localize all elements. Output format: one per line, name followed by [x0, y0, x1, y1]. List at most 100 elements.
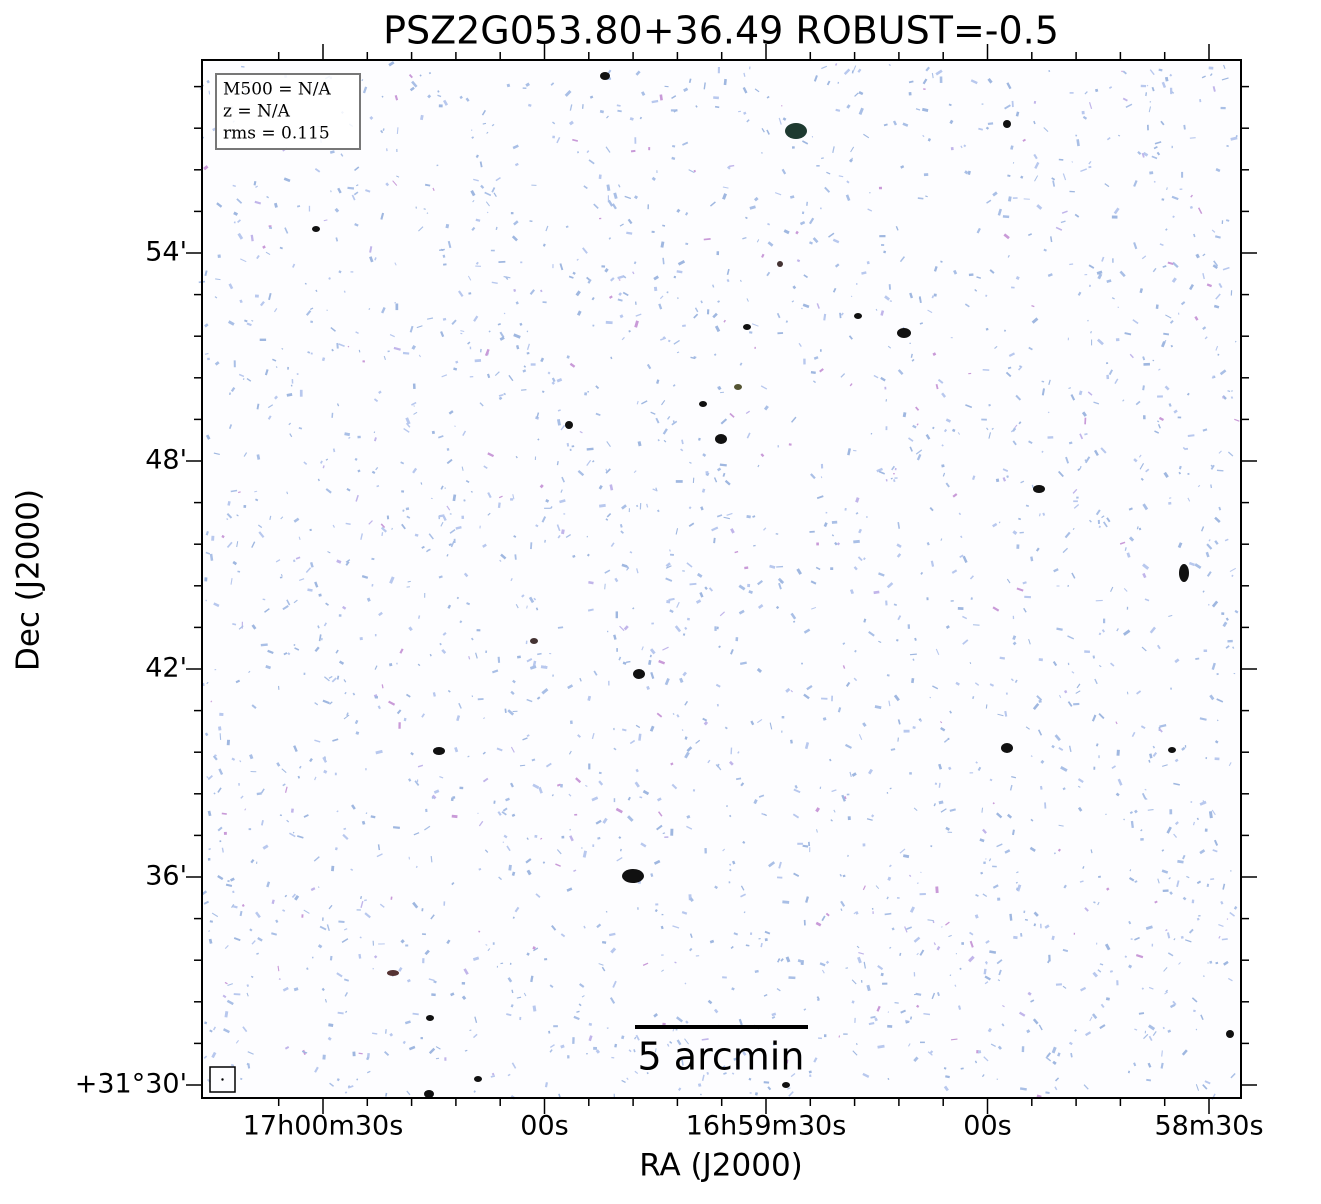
speckle: [523, 992, 527, 997]
speckle: [542, 301, 547, 304]
speckle: [401, 490, 405, 493]
speckle: [897, 737, 899, 742]
speckle: [545, 762, 552, 768]
speckle: [444, 1057, 447, 1061]
speckle: [621, 728, 627, 732]
speckle: [511, 813, 516, 818]
speckle: [1189, 205, 1193, 209]
speckle: [920, 1041, 925, 1044]
speckle: [1202, 428, 1208, 432]
speckle: [862, 885, 866, 891]
speckle: [1171, 145, 1173, 149]
speckle: [1149, 69, 1155, 76]
speckle: [539, 484, 544, 489]
speckle: [945, 1075, 950, 1079]
speckle: [805, 896, 809, 903]
speckle: [470, 490, 473, 493]
speckle: [699, 592, 704, 598]
speckle: [740, 893, 746, 898]
speckle: [1004, 710, 1008, 717]
speckle: [1073, 932, 1076, 935]
speckle: [537, 438, 540, 441]
speckle: [812, 237, 819, 244]
speckle: [1165, 314, 1172, 319]
speckle: [976, 276, 982, 279]
speckle: [411, 401, 417, 406]
speckle: [421, 545, 425, 549]
speckle: [808, 1070, 812, 1074]
speckle: [512, 916, 515, 919]
speckle: [1115, 721, 1118, 725]
speckle: [378, 611, 383, 617]
speckle: [1006, 475, 1009, 478]
speckle: [557, 534, 561, 539]
speckle: [1036, 695, 1043, 701]
speckle: [641, 400, 648, 405]
speckle: [610, 277, 615, 282]
speckle: [1119, 541, 1126, 545]
speckle: [389, 334, 395, 338]
speckle: [821, 697, 828, 700]
speckle: [682, 324, 686, 327]
speckle: [278, 685, 280, 690]
speckle: [808, 841, 811, 847]
speckle: [816, 303, 820, 309]
speckle: [255, 185, 258, 188]
speckle: [958, 512, 962, 516]
speckle: [508, 374, 514, 382]
speckle: [676, 601, 680, 608]
speckle: [878, 186, 882, 190]
speckle: [1057, 1052, 1061, 1057]
speckle: [1012, 530, 1018, 535]
speckle: [661, 954, 664, 956]
speckle: [838, 1035, 841, 1038]
speckle: [1169, 87, 1173, 95]
speckle: [808, 217, 815, 225]
speckle: [1093, 901, 1096, 904]
speckle: [309, 758, 313, 763]
speckle: [845, 681, 851, 687]
speckle: [266, 881, 271, 888]
speckle: [1200, 526, 1205, 532]
speckle: [648, 659, 652, 666]
speckle: [256, 454, 261, 460]
speckle: [922, 78, 928, 85]
speckle: [1003, 233, 1010, 240]
speckle: [1096, 338, 1104, 346]
speckle: [886, 896, 889, 900]
speckle: [535, 524, 539, 528]
speckle: [430, 914, 435, 920]
speckle: [507, 709, 515, 716]
speckle: [240, 258, 247, 263]
speckle: [670, 109, 678, 112]
speckle: [969, 772, 974, 774]
speckle: [679, 677, 684, 683]
speckle: [675, 528, 679, 535]
speckle: [672, 713, 675, 715]
speckle: [541, 390, 545, 393]
speckle: [896, 896, 900, 899]
speckle: [446, 448, 450, 451]
speckle: [1026, 1029, 1031, 1034]
speckle: [740, 661, 747, 665]
speckle: [791, 146, 795, 149]
speckle: [714, 325, 721, 333]
speckle: [487, 948, 491, 952]
speckle: [871, 907, 874, 910]
speckle: [763, 1081, 770, 1084]
speckle: [1218, 923, 1224, 927]
speckle: [1215, 293, 1221, 300]
speckle: [403, 717, 407, 722]
speckle: [547, 371, 551, 375]
speckle: [299, 578, 305, 581]
speckle: [911, 358, 915, 362]
speckle: [453, 367, 458, 371]
speckle: [838, 175, 844, 178]
speckle: [592, 844, 595, 847]
speckle: [672, 384, 676, 387]
speckle: [885, 399, 887, 402]
speckle: [371, 557, 375, 561]
speckle: [606, 512, 612, 518]
speckle: [918, 296, 922, 304]
speckle: [1142, 503, 1149, 511]
